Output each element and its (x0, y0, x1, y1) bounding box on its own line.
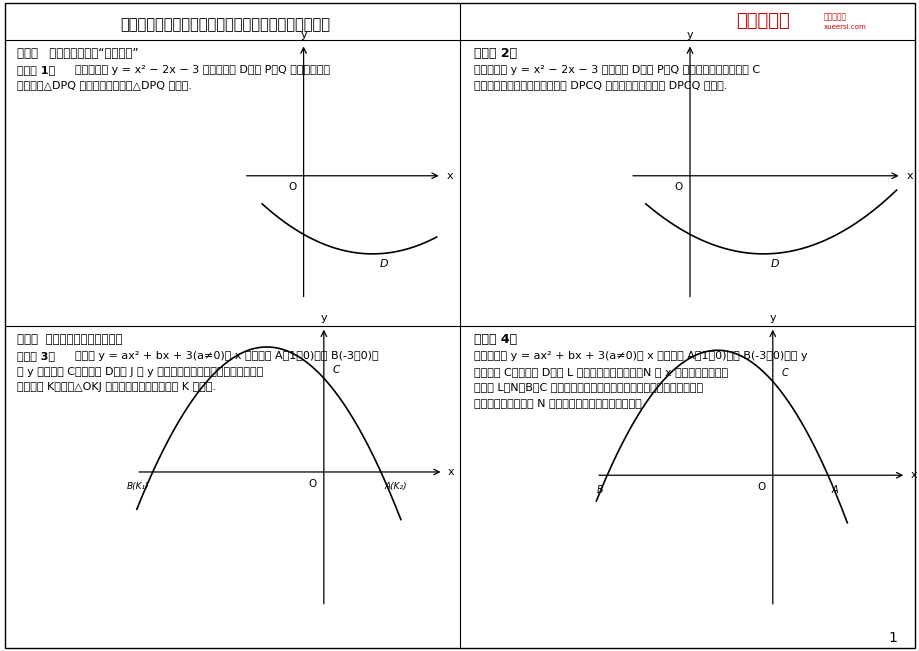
Text: 为直角坐标系内一点，若四边形 DPCQ 是正方形，求正方形 DPCQ 的面积.: 为直角坐标系内一点，若四边形 DPCQ 是正方形，求正方形 DPCQ 的面积. (473, 80, 726, 90)
Text: C: C (333, 365, 340, 375)
Text: 动点，若△DPQ 是等边三角形，求△DPQ 的面积.: 动点，若△DPQ 是等边三角形，求△DPQ 的面积. (17, 80, 191, 90)
Text: O: O (757, 482, 765, 492)
Text: 轴交于点 C，顶点为 D，设 L 为抛物线上一个动点，N 为 x 轴上的一个动点，: 轴交于点 C，顶点为 D，设 L 为抛物线上一个动点，N 为 x 轴上的一个动点… (473, 367, 727, 377)
Text: 1: 1 (887, 631, 896, 645)
Text: y: y (320, 313, 327, 323)
Text: 出所有符合条件的点 N 的坐标；若不能，请说明理由。: 出所有符合条件的点 N 的坐标；若不能，请说明理由。 (473, 398, 641, 408)
Text: x: x (910, 470, 916, 480)
Text: O: O (675, 182, 682, 193)
Text: D: D (770, 259, 778, 269)
Text: 《探索 4》: 《探索 4》 (473, 333, 516, 346)
Text: 《探索 1》: 《探索 1》 (17, 64, 54, 75)
Text: y: y (300, 30, 307, 40)
Text: 板块一   探索抛物线上的“特征图形”: 板块一 探索抛物线上的“特征图形” (17, 47, 138, 60)
Text: C: C (781, 368, 788, 378)
Text: 已知抛物线 y = x² − 2x − 3 的顶点为 D，点 P、Q 是抛物线上的动点，点 C: 已知抛物线 y = x² − 2x − 3 的顶点为 D，点 P、Q 是抛物线上… (473, 64, 759, 75)
Text: 《探索 3》: 《探索 3》 (17, 351, 54, 361)
Text: y: y (686, 30, 693, 40)
Text: 板块二  探索抛物线上的特殊图形: 板块二 探索抛物线上的特殊图形 (17, 333, 122, 346)
Text: 上求一点 K，使得△OKJ 为等腹直角三角形。求点 K 的坐标.: 上求一点 K，使得△OKJ 为等腹直角三角形。求点 K 的坐标. (17, 382, 215, 393)
Text: 已知抛物线 y = ax² + bx + 3(a≠0)与 x 轴交于点 A（1，0)和点 B(-3，0)，与 y: 已知抛物线 y = ax² + bx + 3(a≠0)与 x 轴交于点 A（1，… (473, 351, 807, 361)
Text: O: O (309, 478, 316, 489)
Text: 已知抛物线 y = x² − 2x − 3 的的顶点为 D，点 P、Q 是抛物线上的: 已知抛物线 y = x² − 2x − 3 的的顶点为 D，点 P、Q 是抛物线… (75, 64, 330, 75)
Text: 则以点 L、N、B、C 为顶点的四边形能否是平行四边形？若能，请直接写: 则以点 L、N、B、C 为顶点的四边形能否是平行四边形？若能，请直接写 (473, 382, 702, 393)
Text: 学而思网校: 学而思网校 (735, 12, 789, 31)
Text: x: x (905, 171, 912, 181)
Text: x: x (446, 171, 452, 181)
Text: x: x (448, 467, 454, 477)
Text: y: y (768, 313, 776, 323)
Text: A(K₂): A(K₂) (384, 482, 407, 491)
Text: B(K₁): B(K₁) (126, 482, 149, 491)
Text: A: A (831, 484, 837, 495)
Text: xueersi.com: xueersi.com (823, 24, 865, 31)
Text: B: B (596, 484, 603, 495)
Text: 与 y 轴交于点 C，顶点为 D，设 J 为 y 轴正半轴上的一个动点，请在抛物线: 与 y 轴交于点 C，顶点为 D，设 J 为 y 轴正半轴上的一个动点，请在抛物… (17, 367, 263, 377)
Text: D: D (380, 259, 388, 269)
Text: 学习有意思: 学习有意思 (823, 12, 845, 21)
Text: 抛物线 y = ax² + bx + 3(a≠0)与 x 轴交于点 A（1，0)和点 B(-3，0)，: 抛物线 y = ax² + bx + 3(a≠0)与 x 轴交于点 A（1，0)… (75, 351, 379, 361)
Text: 《探索 2》: 《探索 2》 (473, 47, 516, 60)
Text: 函数图象上点的存在性问题中的三角形与四边形（上）: 函数图象上点的存在性问题中的三角形与四边形（上） (120, 17, 330, 33)
Text: O: O (289, 182, 296, 193)
